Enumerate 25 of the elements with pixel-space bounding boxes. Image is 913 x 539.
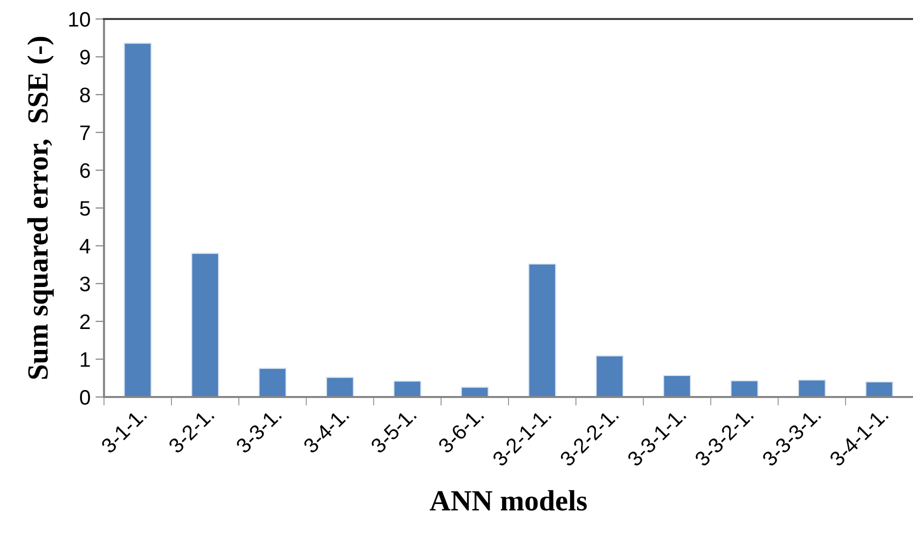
bar: [663, 374, 692, 397]
y-tick-label: 2: [80, 314, 90, 329]
y-tick-label: 4: [80, 239, 90, 254]
y-tick-label: 5: [80, 201, 90, 216]
bar: [528, 263, 556, 397]
y-tick-label: 1: [80, 352, 90, 367]
bar: [191, 252, 220, 397]
y-tick-label: 0: [80, 390, 90, 405]
bar: [596, 355, 624, 397]
y-tick-label: 8: [80, 88, 90, 102]
x-axis-title: ANN models: [430, 490, 587, 511]
bar: [798, 379, 826, 397]
bar: [258, 368, 287, 397]
y-tick-label: 10: [69, 12, 90, 27]
bar: [393, 380, 422, 397]
y-tick-label: 9: [80, 50, 90, 65]
bar: [326, 376, 354, 397]
y-tick-label: 6: [80, 163, 90, 178]
y-tick-label: 3: [80, 276, 90, 292]
bar: [730, 380, 758, 397]
y-axis-title: Sum squared error, SSE (-): [27, 36, 54, 379]
bar: [460, 386, 489, 397]
y-tick-label: 7: [80, 126, 90, 140]
bar: [865, 381, 894, 397]
bar: [124, 42, 152, 397]
